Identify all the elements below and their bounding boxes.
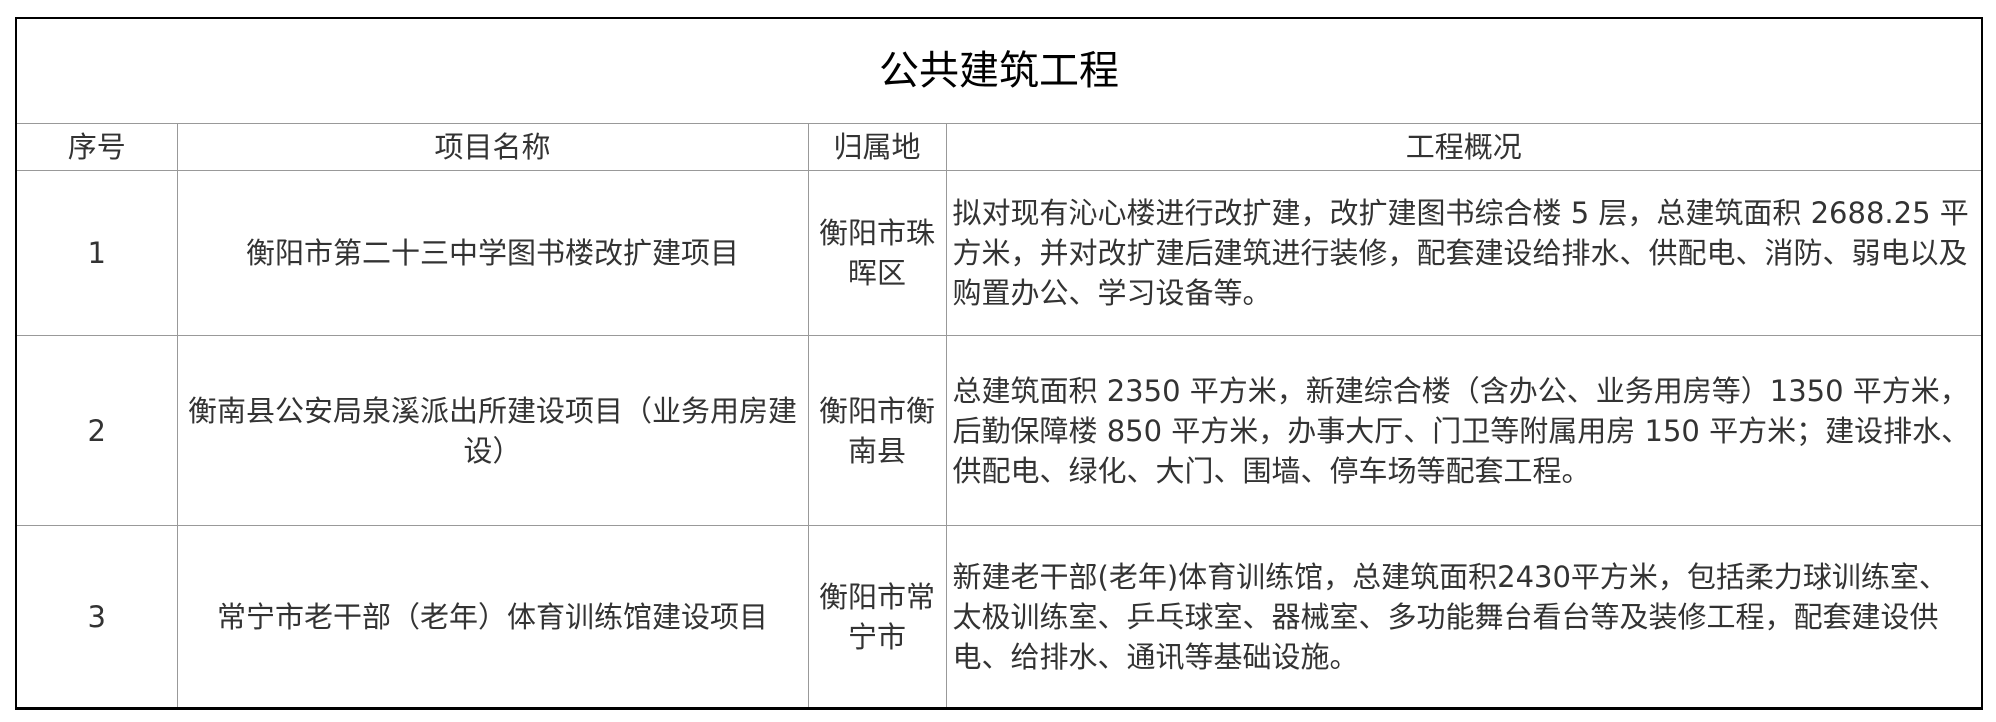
row-overview: 总建筑面积 2350 平方米，新建综合楼（含办公、业务用房等）1350 平方米，…	[945, 335, 1983, 526]
row-no: 1	[15, 170, 178, 336]
row-location: 衡阳市衡南县	[807, 335, 947, 526]
table-row: 1 衡阳市第二十三中学图书楼改扩建项目 衡阳市珠晖区 拟对现有沁心楼进行改扩建，…	[15, 170, 1983, 336]
row-location: 衡阳市常宁市	[807, 525, 947, 710]
row-no: 3	[15, 525, 178, 710]
row-overview: 新建老干部(老年)体育训练馆，总建筑面积2430平方米，包括柔力球训练室、太极训…	[945, 525, 1983, 710]
table-row: 3 常宁市老干部（老年）体育训练馆建设项目 衡阳市常宁市 新建老干部(老年)体育…	[15, 525, 1983, 710]
header-location: 归属地	[807, 123, 947, 171]
row-overview: 拟对现有沁心楼进行改扩建，改扩建图书综合楼 5 层，总建筑面积 2688.25 …	[945, 170, 1983, 336]
row-name: 衡南县公安局泉溪派出所建设项目（业务用房建设）	[176, 335, 809, 526]
table-title: 公共建筑工程	[15, 17, 1983, 124]
row-name: 常宁市老干部（老年）体育训练馆建设项目	[176, 525, 809, 710]
row-no: 2	[15, 335, 178, 526]
table-row: 2 衡南县公安局泉溪派出所建设项目（业务用房建设） 衡阳市衡南县 总建筑面积 2…	[15, 335, 1983, 526]
row-name: 衡阳市第二十三中学图书楼改扩建项目	[176, 170, 809, 336]
header-no: 序号	[15, 123, 178, 171]
header-name: 项目名称	[176, 123, 809, 171]
header-row: 序号 项目名称 归属地 工程概况	[15, 123, 1983, 171]
header-overview: 工程概况	[945, 123, 1983, 171]
public-building-table: 公共建筑工程 序号 项目名称 归属地 工程概况 1 衡阳市第二十三中学图书楼改扩…	[15, 17, 1983, 710]
row-location: 衡阳市珠晖区	[807, 170, 947, 336]
